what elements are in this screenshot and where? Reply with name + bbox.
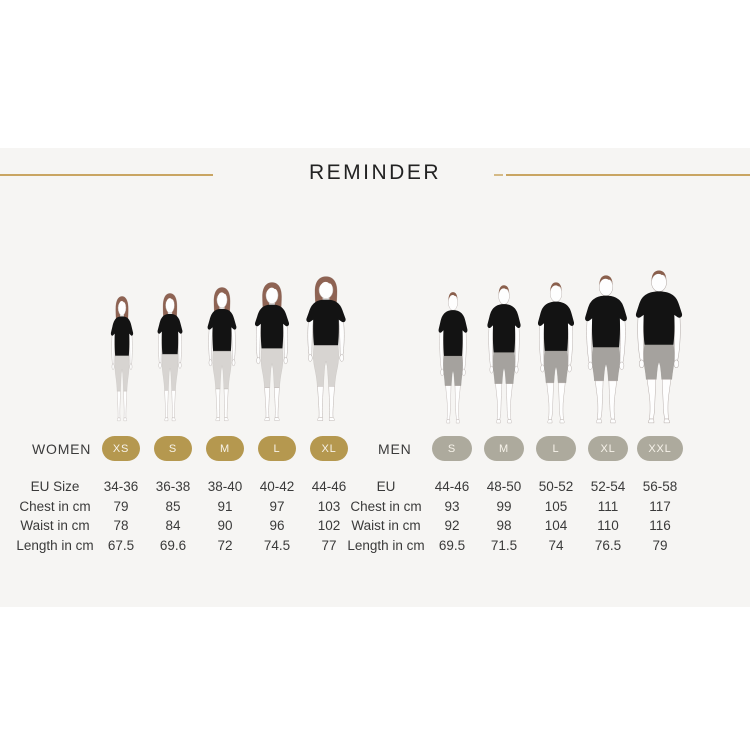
man-silhouette-m	[487, 285, 521, 424]
table-cell: 78	[113, 518, 129, 534]
table-cell: 105	[544, 498, 568, 514]
table-cell: 48-50	[486, 479, 522, 495]
size-pill-women-l: L	[258, 436, 296, 461]
table-cell: 79	[652, 538, 668, 554]
table-cell: 74	[548, 538, 564, 554]
table-cell: 93	[444, 498, 460, 514]
table-cell: 69.5	[438, 538, 466, 554]
table-row: Chest in cm 79 85 91 97 103	[15, 497, 355, 517]
table-cell: 84	[165, 518, 181, 534]
row-label: Chest in cm	[19, 498, 91, 514]
men-group-label: MEN	[378, 441, 412, 457]
row-label: EU Size	[30, 479, 80, 495]
table-row: Chest in cm 93 99 105 111 117	[346, 497, 686, 517]
table-cell: 104	[544, 518, 568, 534]
table-cell: 74.5	[263, 538, 291, 554]
divider-dash	[494, 174, 503, 176]
table-cell: 117	[649, 498, 671, 514]
women-group-label: WOMEN	[32, 441, 92, 457]
table-row: EU Size 34-36 36-38 38-40 40-42 44-46	[15, 477, 355, 497]
table-cell: 50-52	[538, 479, 574, 495]
row-label: Waist in cm	[20, 518, 90, 534]
table-cell: 77	[321, 538, 337, 554]
table-cell: 52-54	[590, 479, 626, 495]
row-label: Length in cm	[347, 538, 425, 554]
row-label: Length in cm	[16, 538, 94, 554]
table-cell: 97	[269, 498, 285, 514]
table-row: EU 44-46 48-50 50-52 52-54 56-58	[346, 477, 686, 497]
table-cell: 40-42	[259, 479, 295, 495]
woman-silhouette-xl	[306, 276, 346, 421]
woman-silhouette-l	[254, 282, 290, 421]
man-silhouette-l	[537, 282, 575, 424]
size-pill-men-s: S	[432, 436, 472, 461]
table-cell: 44-46	[434, 479, 470, 495]
size-pill-women-xs: XS	[102, 436, 140, 461]
woman-silhouette-m	[207, 287, 237, 422]
size-pill-men-xxl: XXL	[637, 436, 683, 461]
table-cell: 116	[649, 518, 671, 534]
man-silhouette-xxl	[635, 270, 683, 424]
row-label: EU	[376, 479, 396, 495]
table-cell: 79	[113, 498, 129, 514]
table-cell: 90	[217, 518, 233, 534]
table-cell: 69.6	[159, 538, 187, 554]
table-cell: 103	[317, 498, 341, 514]
table-cell: 102	[317, 518, 341, 534]
row-label: Chest in cm	[350, 498, 422, 514]
woman-silhouette-s	[157, 293, 183, 422]
divider-line-right	[506, 174, 750, 176]
table-cell: 91	[217, 498, 233, 514]
page-title: REMINDER	[308, 161, 441, 184]
size-pill-men-l: L	[536, 436, 576, 461]
table-cell: 76.5	[594, 538, 622, 554]
size-pill-women-xl: XL	[310, 436, 348, 461]
women-size-table: EU Size 34-36 36-38 38-40 40-42 44-46 Ch…	[15, 477, 355, 555]
table-cell: 96	[269, 518, 285, 534]
table-cell: 99	[496, 498, 512, 514]
row-label: Waist in cm	[351, 518, 421, 534]
man-silhouette-s	[438, 291, 468, 424]
woman-silhouette-xs	[110, 296, 134, 422]
table-cell: 67.5	[107, 538, 135, 554]
table-cell: 98	[496, 518, 512, 534]
table-cell: 92	[444, 518, 460, 534]
table-cell: 71.5	[490, 538, 518, 554]
size-pill-women-s: S	[154, 436, 192, 461]
table-cell: 36-38	[155, 479, 191, 495]
size-pill-women-m: M	[206, 436, 244, 461]
table-row: Waist in cm 92 98 104 110 116	[346, 516, 686, 536]
men-size-table: EU 44-46 48-50 50-52 52-54 56-58 Chest i…	[346, 477, 686, 555]
table-cell: 34-36	[103, 479, 139, 495]
table-cell: 44-46	[311, 479, 347, 495]
table-cell: 111	[597, 498, 619, 514]
size-pill-men-xl: XL	[588, 436, 628, 461]
table-cell: 110	[597, 518, 619, 534]
table-cell: 38-40	[207, 479, 243, 495]
divider-line-left	[0, 174, 213, 176]
table-cell: 85	[165, 498, 181, 514]
table-row: Length in cm 69.5 71.5 74 76.5 79	[346, 536, 686, 556]
size-pill-men-m: M	[484, 436, 524, 461]
table-cell: 72	[217, 538, 233, 554]
table-row: Length in cm 67.5 69.6 72 74.5 77	[15, 536, 355, 556]
table-cell: 56-58	[642, 479, 678, 495]
table-row: Waist in cm 78 84 90 96 102	[15, 516, 355, 536]
